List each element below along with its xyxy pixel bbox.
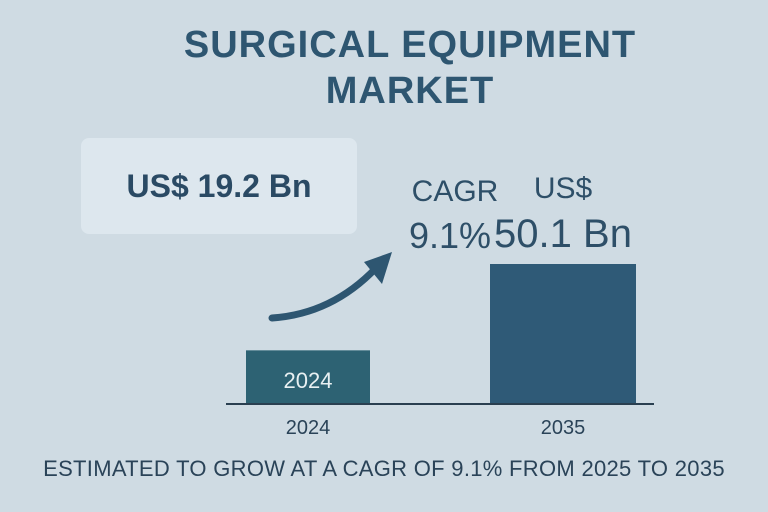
- x-tick-label-2024: 2024: [286, 417, 331, 439]
- growth-arrowhead-icon: [364, 252, 392, 284]
- title-line-2: MARKET: [325, 70, 495, 112]
- cagr-label: CAGR: [411, 175, 499, 208]
- value-2024-text: US$ 19.2 Bn: [126, 168, 312, 204]
- cagr-value: 9.1%: [408, 215, 492, 256]
- page-title: SURGICAL EQUIPMENT MARKET: [0, 22, 768, 114]
- title-line-1: SURGICAL EQUIPMENT: [183, 24, 637, 66]
- footer-note: ESTIMATED TO GROW AT A CAGR OF 9.1% FROM…: [43, 456, 725, 481]
- x-tick-label-2035: 2035: [541, 417, 586, 439]
- growth-arrow-icon: [268, 264, 380, 322]
- labels-layer: 2024 2024 2035: [284, 368, 586, 439]
- bar-2035-value-label: 50.1 Bn: [494, 212, 632, 256]
- bar-inner-label-2024: 2024: [284, 368, 333, 393]
- bar-2024: [246, 350, 370, 404]
- bar-2035: [490, 264, 636, 404]
- bars-layer: [246, 264, 636, 404]
- value-2024-box: US$ 19.2 Bn: [81, 138, 357, 234]
- bar-2035-currency-label: US$: [533, 172, 593, 205]
